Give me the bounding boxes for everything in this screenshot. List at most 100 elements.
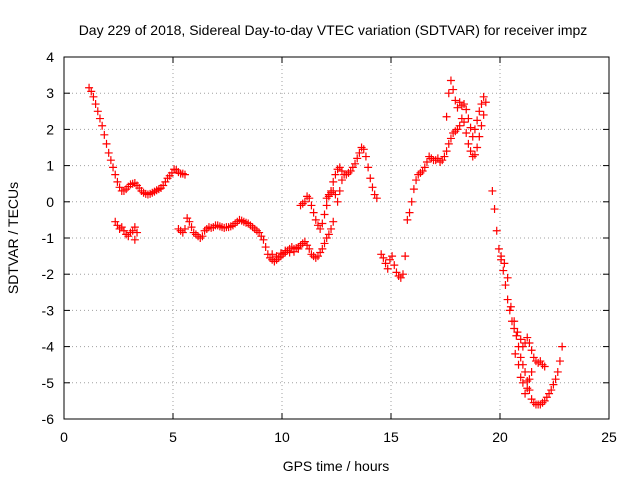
data-point <box>327 224 336 233</box>
data-point <box>549 380 558 389</box>
x-axis-ticks: 0 5 10 15 20 25 <box>60 57 617 445</box>
data-point <box>388 252 397 261</box>
data-point <box>468 152 477 161</box>
data-point <box>503 273 512 282</box>
data-point <box>198 232 207 241</box>
data-point <box>111 217 120 226</box>
data-point <box>104 148 113 157</box>
data-point <box>403 215 412 224</box>
data-point <box>180 224 189 233</box>
data-point <box>462 105 471 114</box>
data-point <box>115 224 124 233</box>
data-point <box>425 152 434 161</box>
data-point <box>117 223 126 232</box>
data-point <box>449 129 458 138</box>
data-point <box>95 114 104 123</box>
data-point <box>346 167 355 176</box>
data-point <box>499 266 508 275</box>
data-point <box>477 121 486 130</box>
data-point <box>100 130 109 139</box>
data-point <box>322 194 331 203</box>
data-point <box>327 188 336 197</box>
y-tick-label: -1 <box>42 230 55 246</box>
data-point <box>146 189 155 198</box>
data-point <box>89 92 98 101</box>
data-point <box>257 232 266 241</box>
data-point <box>370 190 379 199</box>
data-point <box>353 154 362 163</box>
data-point <box>506 302 515 311</box>
data-point <box>479 110 488 119</box>
data-point <box>109 163 118 172</box>
data-point <box>407 197 416 206</box>
data-point <box>318 244 327 253</box>
data-point <box>516 335 525 344</box>
data-point <box>497 252 506 261</box>
data-point <box>446 134 455 143</box>
data-point <box>433 154 442 163</box>
data-point <box>130 235 139 244</box>
data-point <box>259 235 268 244</box>
data-point <box>311 253 320 262</box>
data-point <box>545 389 554 398</box>
y-axis-ticks: -6 -5 -4 -3 -2 -1 0 1 2 3 4 <box>42 49 609 427</box>
data-point <box>542 393 551 402</box>
data-point <box>481 98 490 107</box>
data-points <box>85 76 567 409</box>
data-point <box>379 253 388 262</box>
data-point <box>422 157 431 166</box>
data-point <box>490 205 499 214</box>
data-point <box>202 224 211 233</box>
data-point <box>453 125 462 134</box>
data-point <box>106 156 115 165</box>
data-point <box>464 139 473 148</box>
data-point <box>307 250 316 259</box>
data-point <box>342 170 351 179</box>
x-tick-label: 5 <box>169 429 177 445</box>
y-tick-label: 3 <box>46 85 54 101</box>
data-point <box>122 230 131 239</box>
data-point <box>309 208 318 217</box>
data-point <box>527 346 536 355</box>
data-point <box>405 208 414 217</box>
data-point <box>401 252 410 261</box>
data-point <box>455 98 464 107</box>
data-point <box>322 234 331 242</box>
data-point <box>364 163 373 172</box>
data-point <box>510 317 519 326</box>
data-point <box>512 331 521 340</box>
data-point <box>462 129 471 138</box>
data-point <box>453 103 462 112</box>
data-point <box>510 324 519 333</box>
data-point <box>289 247 298 256</box>
data-point <box>488 186 497 195</box>
data-point <box>525 338 534 347</box>
x-tick-label: 0 <box>60 429 68 445</box>
data-point <box>414 170 423 179</box>
data-point <box>274 253 283 262</box>
data-point <box>320 210 329 219</box>
data-point <box>460 100 469 109</box>
data-point <box>513 328 522 337</box>
data-point <box>248 223 257 232</box>
data-point <box>536 357 545 366</box>
data-point <box>551 375 560 384</box>
data-point <box>444 89 453 98</box>
data-point <box>322 201 331 210</box>
data-point <box>390 261 399 270</box>
data-point <box>281 246 290 255</box>
data-point <box>130 223 139 232</box>
x-tick-label: 15 <box>383 429 399 445</box>
data-point <box>329 177 338 186</box>
data-point <box>98 121 107 130</box>
data-point <box>359 145 368 154</box>
data-point <box>516 373 525 382</box>
data-point <box>516 353 525 362</box>
data-point <box>298 239 307 248</box>
data-point <box>331 190 340 199</box>
y-tick-label: -6 <box>42 411 55 427</box>
data-point <box>477 100 486 109</box>
data-point <box>329 217 338 226</box>
data-point <box>527 395 536 404</box>
